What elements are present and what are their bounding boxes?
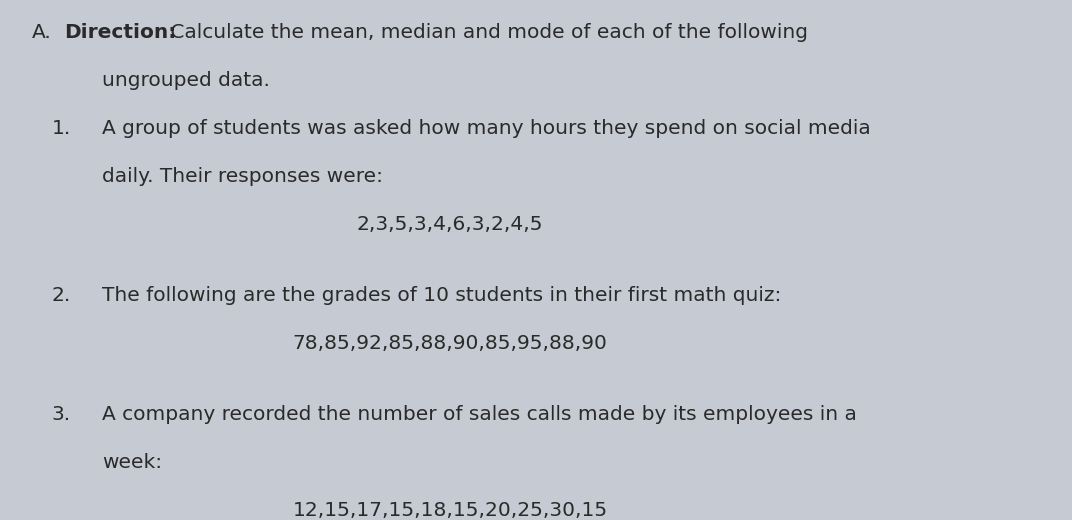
Text: 78,85,92,85,88,90,85,95,88,90: 78,85,92,85,88,90,85,95,88,90 xyxy=(293,334,608,353)
Text: A group of students was asked how many hours they spend on social media: A group of students was asked how many h… xyxy=(102,119,870,138)
Text: 3.: 3. xyxy=(51,405,71,424)
Text: week:: week: xyxy=(102,453,162,472)
Text: 12,15,17,15,18,15,20,25,30,15: 12,15,17,15,18,15,20,25,30,15 xyxy=(293,501,608,520)
Text: A.: A. xyxy=(32,23,51,43)
Text: 2,3,5,3,4,6,3,2,4,5: 2,3,5,3,4,6,3,2,4,5 xyxy=(357,215,544,234)
Text: A company recorded the number of sales calls made by its employees in a: A company recorded the number of sales c… xyxy=(102,405,857,424)
Text: daily. Their responses were:: daily. Their responses were: xyxy=(102,167,383,186)
Text: 2.: 2. xyxy=(51,286,71,305)
Text: The following are the grades of 10 students in their first math quiz:: The following are the grades of 10 stude… xyxy=(102,286,781,305)
Text: 1.: 1. xyxy=(51,119,71,138)
Text: ungrouped data.: ungrouped data. xyxy=(102,71,270,90)
Text: Direction:: Direction: xyxy=(64,23,177,43)
Text: Calculate the mean, median and mode of each of the following: Calculate the mean, median and mode of e… xyxy=(164,23,808,43)
